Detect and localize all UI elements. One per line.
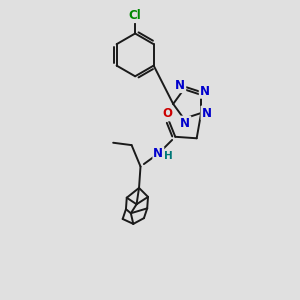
Text: N: N [175,79,185,92]
Text: Cl: Cl [129,9,142,22]
Text: N: N [180,117,190,130]
Text: H: H [164,151,173,160]
Text: O: O [163,107,173,120]
Text: N: N [202,106,212,119]
Text: N: N [153,147,163,160]
Text: N: N [200,85,210,98]
